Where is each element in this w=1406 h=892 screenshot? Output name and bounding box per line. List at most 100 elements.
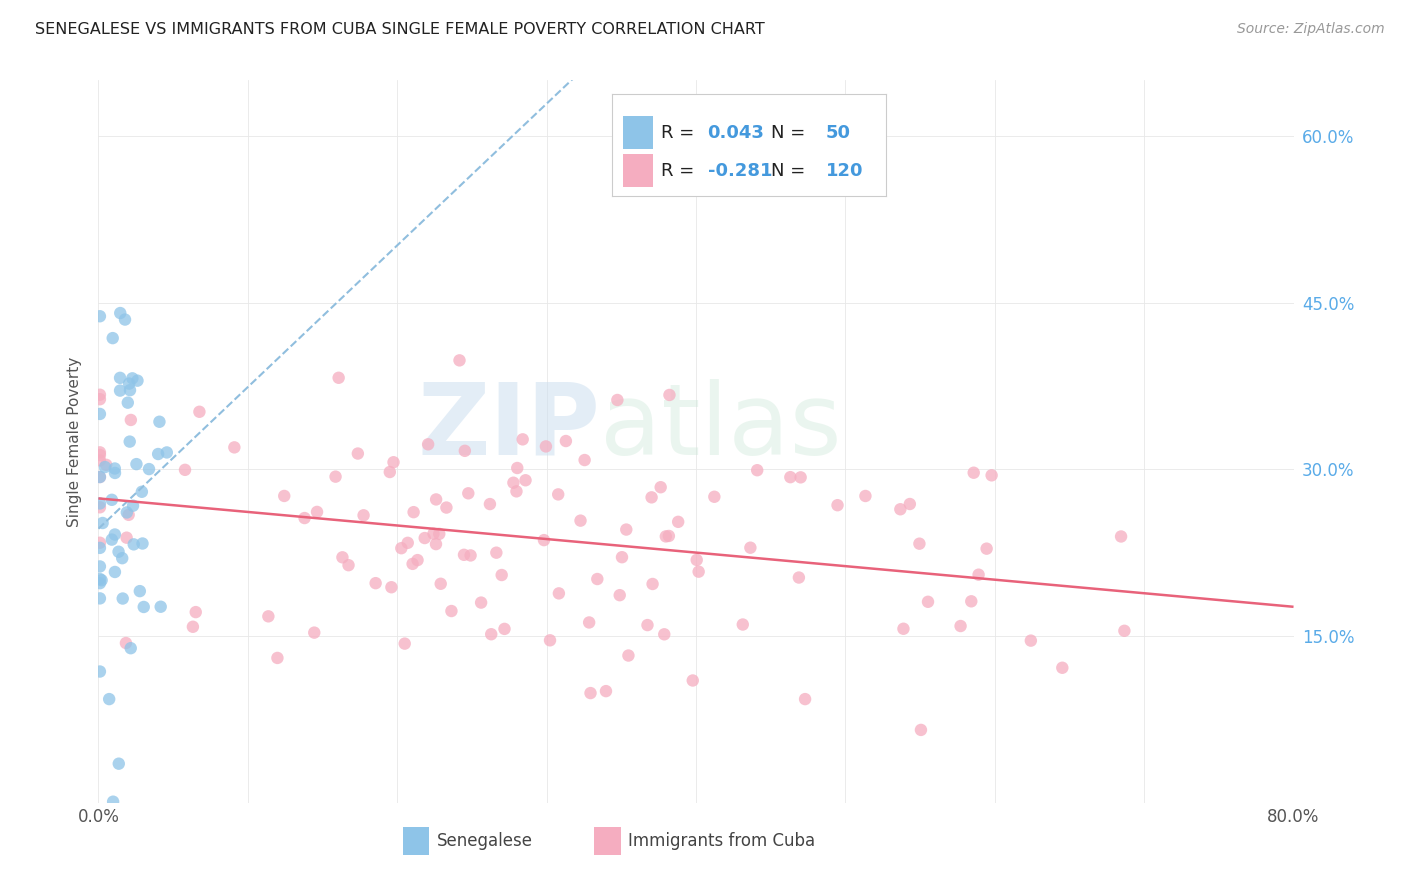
- Point: [429, 576, 451, 591]
- Point: [855, 489, 877, 503]
- Point: [703, 490, 725, 504]
- Text: atlas: atlas: [600, 378, 842, 475]
- Point: [118, 434, 141, 449]
- Point: [328, 371, 350, 385]
- Point: [554, 434, 576, 448]
- Point: [146, 447, 169, 461]
- Point: [394, 637, 416, 651]
- Point: [569, 514, 592, 528]
- Point: [89, 496, 111, 510]
- Point: [416, 437, 439, 451]
- Point: [963, 466, 986, 480]
- Point: [893, 622, 915, 636]
- Point: [90, 573, 112, 587]
- Point: [789, 470, 811, 484]
- Point: [98, 692, 121, 706]
- Point: [107, 545, 129, 559]
- Point: [479, 627, 502, 641]
- Point: [478, 497, 501, 511]
- Point: [454, 443, 477, 458]
- Point: [132, 599, 155, 614]
- Point: [294, 511, 316, 525]
- Point: [406, 553, 429, 567]
- Point: [89, 535, 111, 549]
- Point: [449, 353, 471, 368]
- Text: Senegalese: Senegalese: [437, 832, 533, 850]
- Point: [614, 523, 637, 537]
- Point: [547, 487, 569, 501]
- Point: [440, 604, 463, 618]
- Point: [127, 374, 149, 388]
- Point: [794, 692, 817, 706]
- Point: [104, 466, 127, 480]
- Point: [827, 498, 849, 512]
- FancyBboxPatch shape: [595, 828, 620, 855]
- Point: [401, 557, 423, 571]
- Point: [332, 550, 354, 565]
- Point: [89, 541, 111, 555]
- Point: [118, 508, 141, 522]
- Point: [111, 591, 134, 606]
- Point: [617, 648, 640, 663]
- Text: Source: ZipAtlas.com: Source: ZipAtlas.com: [1237, 22, 1385, 37]
- Text: 50: 50: [825, 124, 851, 142]
- Point: [104, 461, 127, 475]
- Point: [389, 541, 412, 556]
- Point: [347, 446, 370, 460]
- Point: [120, 641, 142, 656]
- Point: [89, 665, 111, 679]
- Text: R =: R =: [661, 161, 700, 179]
- Point: [273, 489, 295, 503]
- Point: [413, 531, 436, 545]
- Point: [505, 484, 527, 499]
- Point: [89, 572, 111, 586]
- Point: [156, 445, 179, 459]
- Point: [491, 568, 513, 582]
- Point: [89, 310, 111, 324]
- Y-axis label: Single Female Poverty: Single Female Poverty: [67, 357, 83, 526]
- Point: [658, 388, 681, 402]
- Point: [402, 505, 425, 519]
- Point: [606, 392, 628, 407]
- Point: [637, 618, 659, 632]
- FancyBboxPatch shape: [623, 154, 652, 187]
- Point: [1109, 529, 1132, 543]
- Text: 0.043: 0.043: [707, 124, 765, 142]
- Point: [650, 480, 672, 494]
- Text: 120: 120: [825, 161, 863, 179]
- Point: [747, 463, 769, 477]
- Point: [89, 576, 111, 591]
- Point: [181, 620, 204, 634]
- Point: [427, 527, 450, 541]
- Point: [579, 686, 602, 700]
- Point: [422, 526, 444, 541]
- Point: [266, 651, 288, 665]
- Point: [118, 376, 141, 391]
- Point: [380, 580, 402, 594]
- Point: [533, 533, 555, 548]
- Point: [378, 465, 401, 479]
- Point: [787, 570, 810, 584]
- Point: [364, 576, 387, 591]
- Point: [115, 531, 138, 545]
- Point: [89, 453, 111, 467]
- Point: [91, 516, 114, 530]
- Point: [1114, 624, 1136, 638]
- Point: [396, 536, 419, 550]
- Point: [89, 559, 111, 574]
- Point: [731, 617, 754, 632]
- Point: [111, 551, 134, 566]
- Point: [666, 515, 689, 529]
- Point: [107, 756, 129, 771]
- Text: -0.281: -0.281: [707, 161, 772, 179]
- Point: [547, 586, 569, 600]
- Point: [425, 492, 447, 507]
- Point: [538, 633, 561, 648]
- Point: [121, 371, 143, 385]
- Point: [125, 457, 148, 471]
- Point: [118, 383, 141, 397]
- Point: [89, 388, 111, 402]
- Point: [89, 407, 111, 421]
- Point: [641, 577, 664, 591]
- Point: [382, 455, 405, 469]
